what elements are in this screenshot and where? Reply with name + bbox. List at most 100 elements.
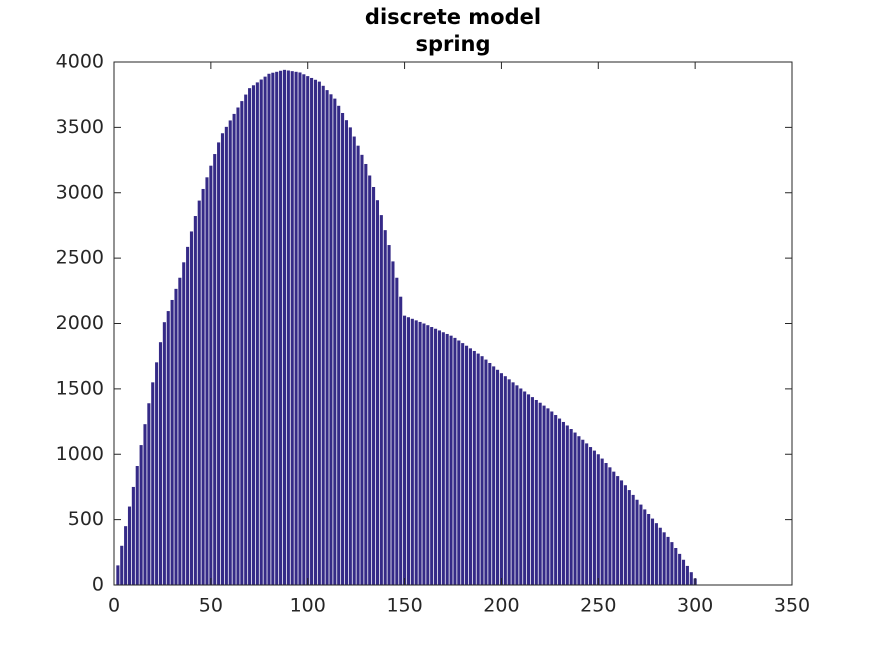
bar [565, 425, 569, 585]
bar [158, 342, 163, 585]
bar [387, 245, 391, 586]
bar [557, 418, 562, 585]
bar [550, 411, 554, 585]
bar [275, 71, 279, 585]
bar [596, 454, 600, 585]
bar [499, 373, 503, 585]
bar [461, 343, 465, 585]
bar [166, 311, 170, 585]
bar [259, 79, 263, 585]
y-tick-label: 1000 [56, 443, 104, 465]
bar [616, 476, 620, 585]
bar [306, 76, 310, 585]
bar [135, 466, 139, 585]
bar [468, 348, 472, 585]
bar [352, 136, 356, 585]
y-tick-label: 2000 [56, 312, 104, 334]
x-tick-label: 250 [580, 595, 616, 617]
bar [372, 186, 376, 585]
bar [251, 85, 256, 585]
bar [127, 506, 132, 585]
bar [151, 382, 155, 585]
bar [201, 188, 205, 585]
bar [186, 246, 190, 585]
bar [379, 215, 383, 585]
bar [240, 101, 244, 586]
y-tick-label: 500 [68, 508, 104, 530]
x-tick-label: 50 [199, 595, 223, 617]
bar [317, 81, 321, 586]
x-tick-label: 350 [774, 595, 810, 617]
bar [635, 499, 639, 585]
bar [612, 471, 616, 585]
bar [403, 315, 407, 585]
bar [650, 518, 655, 585]
bar [364, 163, 368, 586]
y-tick-label: 0 [92, 574, 104, 596]
bar [689, 572, 693, 585]
bar [538, 402, 542, 585]
bar [302, 74, 306, 585]
bar [375, 200, 380, 585]
bar [116, 565, 120, 585]
bar [608, 467, 612, 585]
bar [139, 445, 143, 585]
bar [577, 436, 581, 585]
y-tick-label: 3000 [56, 181, 104, 203]
bar [523, 391, 527, 585]
bar [600, 458, 604, 585]
bar [170, 299, 174, 585]
bar [348, 127, 352, 585]
bar [623, 485, 627, 585]
chart-title: discrete model [365, 5, 541, 29]
bar [224, 126, 228, 586]
bar [627, 490, 631, 585]
x-tick-label: 200 [483, 595, 519, 617]
bar [217, 142, 221, 585]
bar [430, 327, 434, 585]
bar [588, 447, 593, 585]
bar [581, 439, 585, 585]
bar [143, 424, 147, 585]
bar [507, 379, 511, 585]
y-tick-label: 1500 [56, 377, 104, 399]
bar [236, 107, 240, 585]
bar [445, 333, 449, 585]
bar [561, 421, 565, 585]
bar [321, 85, 325, 585]
bar [193, 216, 197, 585]
bar [383, 230, 387, 585]
bar [434, 328, 438, 585]
bar [298, 72, 302, 585]
bar [488, 362, 492, 585]
x-tick-label: 0 [108, 595, 120, 617]
bar [344, 120, 349, 585]
bar [147, 403, 151, 585]
bar [534, 399, 538, 585]
bar [178, 277, 182, 585]
bar [333, 98, 337, 586]
bar [519, 388, 523, 585]
bar [554, 415, 558, 585]
bar [592, 450, 596, 585]
bar [205, 177, 209, 585]
bar [213, 154, 217, 585]
bar [484, 359, 488, 585]
bar [271, 72, 275, 585]
bar [530, 397, 534, 585]
bar [437, 330, 441, 585]
bar [313, 79, 318, 586]
bar [418, 321, 422, 585]
bar [228, 120, 232, 585]
bar [422, 323, 426, 585]
bar [685, 565, 689, 585]
y-tick-label: 2500 [56, 247, 104, 269]
bar [310, 77, 314, 585]
bar [526, 394, 531, 585]
bar [341, 112, 345, 586]
bar [647, 514, 651, 585]
bar [639, 504, 643, 585]
bar [666, 536, 670, 585]
bar [232, 113, 236, 586]
